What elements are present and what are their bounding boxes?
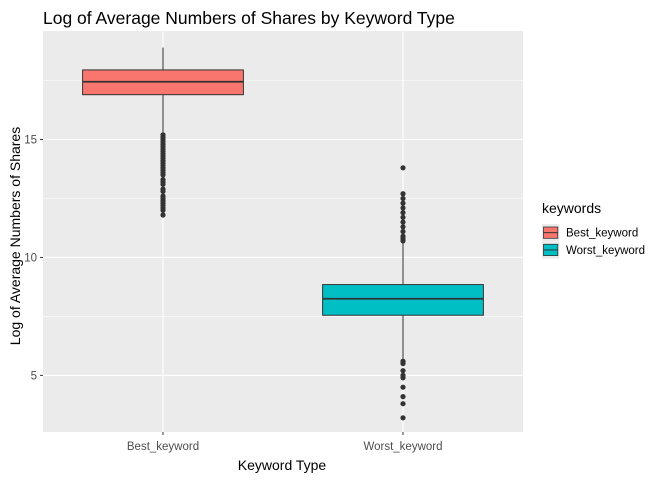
outlier-point <box>400 394 406 400</box>
outlier-point <box>400 214 406 220</box>
y-tick-label: 15 <box>24 135 37 147</box>
panel-background <box>43 31 523 432</box>
outlier-point <box>160 172 166 178</box>
outlier-point <box>160 188 166 194</box>
outlier-point <box>400 191 406 197</box>
outlier-point <box>400 210 406 216</box>
outlier-point <box>160 181 166 187</box>
axis-ticks: 5 10 15 Best_keyword Worst_keyword <box>24 135 442 453</box>
outlier-point <box>400 384 406 390</box>
outlier-point <box>400 200 406 206</box>
outlier-point <box>400 360 406 367</box>
y-tick-label: 10 <box>24 252 37 264</box>
chart-title: Log of Average Numbers of Shares by Keyw… <box>43 8 455 28</box>
outlier-point <box>400 238 406 244</box>
legend-title: keywords <box>542 200 601 216</box>
outlier-point <box>400 375 406 381</box>
y-axis-title: Log of Average Numbers of Shares <box>7 127 23 345</box>
legend: keywords Best_keyword Worst_keyword <box>542 200 645 259</box>
outlier-point <box>400 205 406 211</box>
x-tick-label: Worst_keyword <box>363 441 442 453</box>
x-tick-label: Best_keyword <box>127 441 199 453</box>
plot-panel <box>43 31 523 432</box>
box-iqr <box>322 284 484 316</box>
outlier-point <box>400 224 406 230</box>
outlier-point <box>400 219 406 225</box>
y-tick-label: 5 <box>31 370 37 382</box>
outlier-point <box>400 401 406 407</box>
legend-label-worst-keyword: Worst_keyword <box>566 245 645 257</box>
legend-label-best-keyword: Best_keyword <box>566 228 638 240</box>
outlier-point <box>400 228 406 235</box>
outlier-point <box>160 207 166 213</box>
outlier-point <box>400 195 406 202</box>
box-worst-keyword <box>322 165 484 421</box>
outlier-point <box>160 212 166 218</box>
box-best-keyword <box>82 47 244 218</box>
outlier-point <box>400 415 406 421</box>
outlier-point <box>400 368 406 374</box>
x-axis-title: Keyword Type <box>238 457 327 473</box>
outlier-point <box>400 165 406 171</box>
